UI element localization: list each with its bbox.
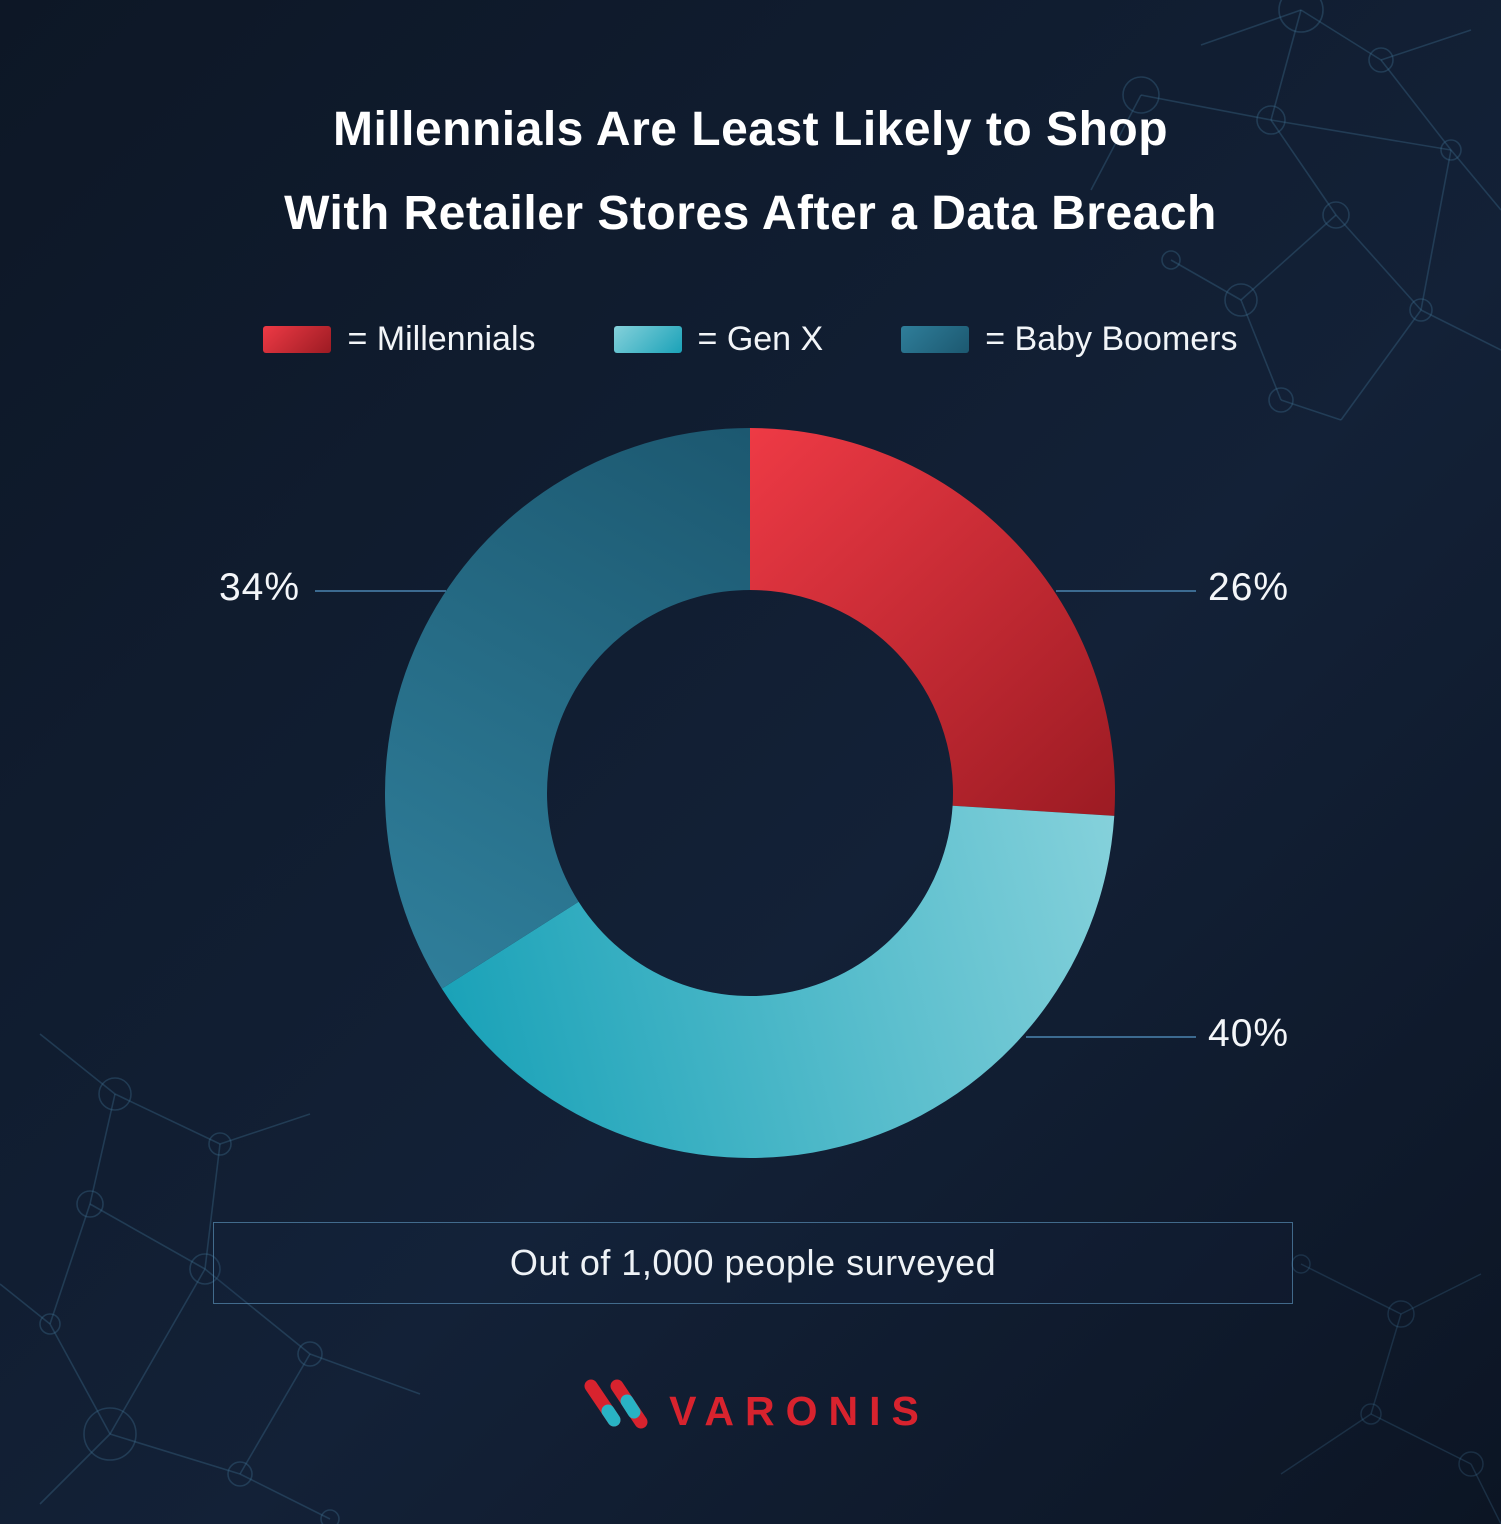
page-title-line1: Millennials Are Least Likely to Shop (332, 103, 1169, 156)
page-title-line2: With Retailer Stores After a Data Breach (284, 187, 1217, 240)
legend-label-boomers: = Baby Boomers (985, 320, 1238, 358)
legend-item-millennials: = Millennials (263, 320, 536, 359)
pct-label-genx: 40% (1208, 1012, 1290, 1055)
varonis-wordmark: VARONIS (669, 1388, 930, 1434)
survey-footnote-box: Out of 1,000 people surveyed (213, 1222, 1293, 1304)
chart-legend: = Millennials = Gen X = Baby Boomers (0, 320, 1501, 359)
legend-item-genx: = Gen X (613, 320, 824, 359)
brand-logo: VARONIS (0, 1372, 1501, 1450)
legend-swatch-boomers (901, 326, 970, 353)
page-title: Millennials Are Least Likely to Shop Wit… (0, 88, 1501, 256)
varonis-logomark-icon (584, 1379, 648, 1429)
legend-swatch-millennials (263, 326, 332, 353)
legend-swatch-genx (613, 326, 682, 353)
pct-label-baby-boomers: 34% (218, 566, 300, 609)
survey-footnote-text: Out of 1,000 people surveyed (509, 1242, 997, 1283)
legend-label-millennials: = Millennials (347, 320, 536, 358)
legend-label-genx: = Gen X (697, 320, 824, 358)
legend-item-boomers: = Baby Boomers (901, 320, 1238, 359)
donut-slice-millennials (750, 428, 1116, 816)
donut-slice-gen-x (441, 805, 1115, 1159)
donut-slice-baby-boomers (385, 428, 750, 989)
leader-lines (315, 590, 1196, 1038)
pct-label-millennials: 26% (1208, 566, 1290, 609)
